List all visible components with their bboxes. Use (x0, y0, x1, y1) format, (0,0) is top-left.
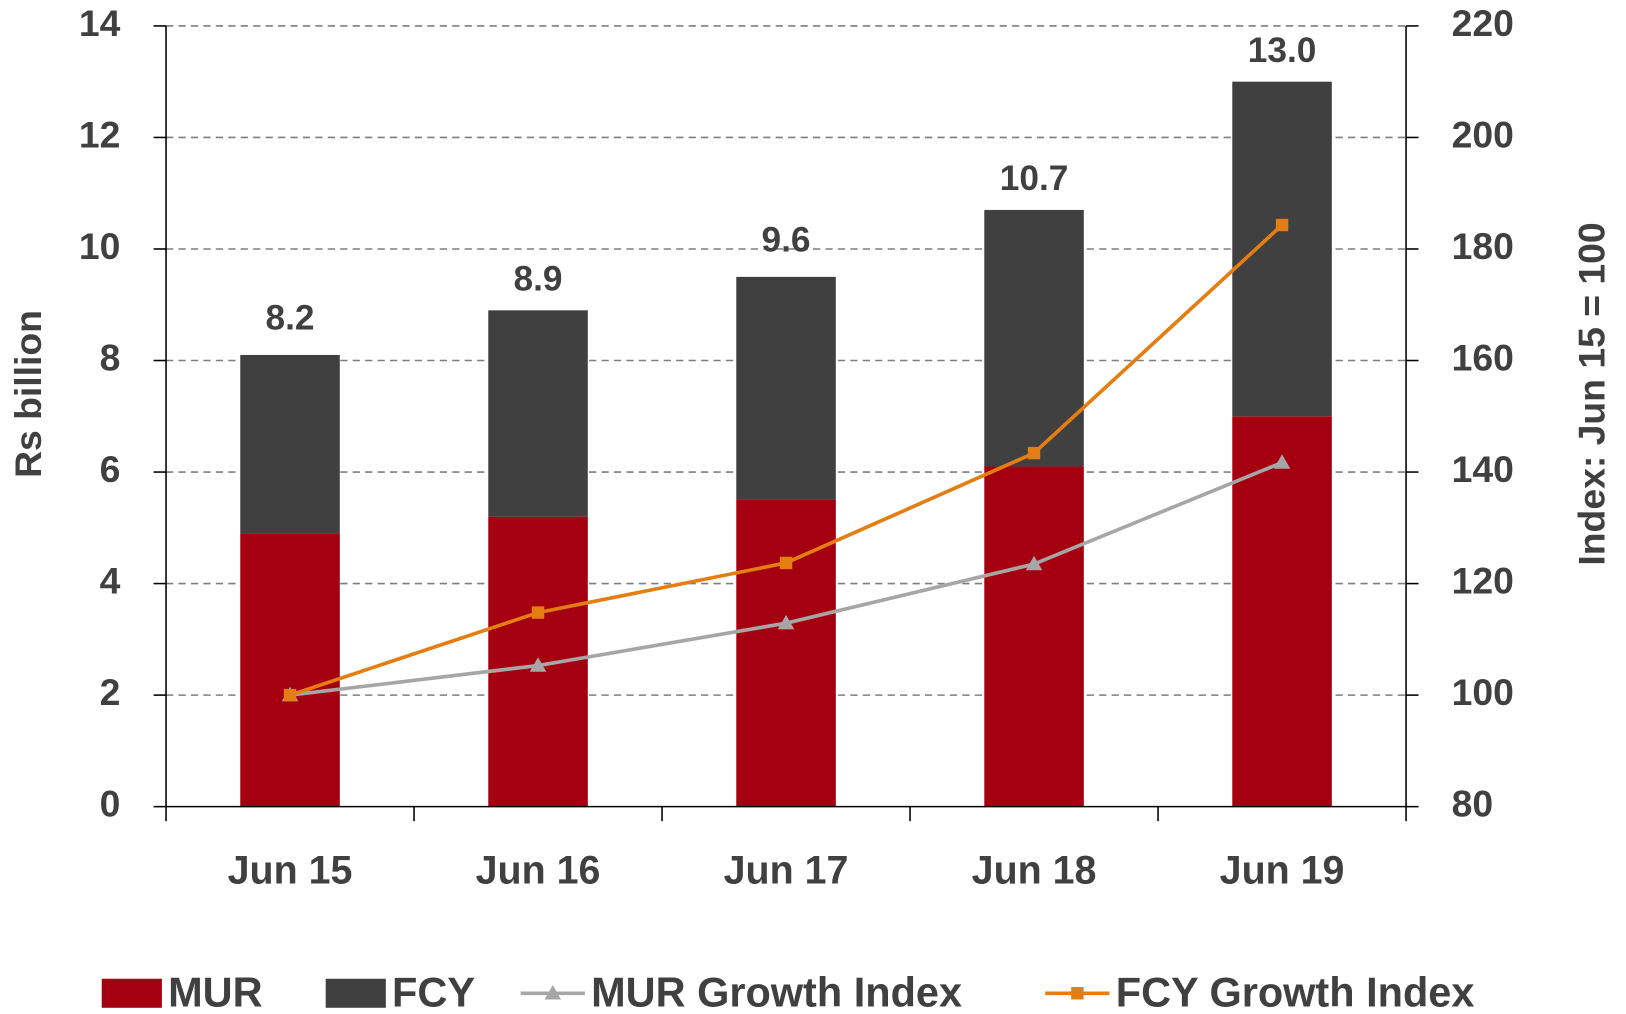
marker (777, 614, 795, 630)
legend-label: FCY Growth Index (1116, 968, 1475, 1014)
legend-label: MUR Growth Index (591, 968, 962, 1014)
y2-tick-label: 160 (1452, 336, 1514, 378)
marker (779, 556, 793, 570)
marker (529, 657, 547, 672)
x-tick-label: Jun 17 (724, 848, 849, 892)
total-label: 10.7 (1000, 159, 1069, 198)
y2-tick-label: 180 (1452, 225, 1514, 267)
y-tick-label: 14 (79, 2, 121, 44)
y2-tick-label: 200 (1452, 113, 1514, 155)
x-tick-label: Jun 16 (476, 848, 601, 892)
y-tick-label: 0 (100, 782, 121, 824)
bar (1232, 81, 1332, 417)
legend-label: MUR (168, 968, 262, 1014)
y2-tick-label: 120 (1452, 559, 1514, 601)
bar (240, 533, 340, 807)
total-label: 8.2 (266, 299, 315, 338)
marker (1273, 454, 1291, 469)
bar (984, 209, 1084, 467)
marker (1275, 218, 1289, 232)
y-tick-label: 10 (79, 225, 121, 267)
x-tick-label: Jun 19 (1220, 848, 1345, 892)
y2-tick-label: 100 (1452, 671, 1514, 713)
bar (240, 354, 340, 534)
legend-swatch (101, 978, 162, 1008)
bar (736, 499, 836, 807)
marker (531, 606, 545, 619)
legend-label: FCY (392, 968, 475, 1014)
y-tick-label: 8 (100, 336, 121, 378)
marker (1025, 555, 1043, 571)
total-label: 8.9 (514, 260, 563, 299)
legend-swatch (325, 978, 386, 1008)
bar (984, 466, 1084, 807)
y-tick-label: 6 (100, 448, 121, 490)
y-tick-label: 12 (79, 113, 121, 155)
marker (1027, 446, 1041, 460)
legend-marker (544, 984, 562, 1000)
y-tick-label: 2 (100, 671, 121, 713)
x-tick-label: Jun 18 (972, 848, 1097, 892)
bar (1232, 416, 1332, 807)
bar (488, 310, 588, 517)
y2-axis-label: Index: Jun 15 = 100 (1571, 222, 1613, 565)
y-tick-label: 4 (100, 559, 121, 601)
bar (736, 276, 836, 500)
x-tick-label: Jun 15 (228, 848, 353, 892)
legend-marker (1071, 987, 1084, 1000)
y2-tick-label: 80 (1452, 782, 1494, 824)
total-label: 13.0 (1248, 31, 1317, 70)
y-axis-label: Rs billion (7, 310, 49, 478)
total-label: 9.6 (762, 221, 811, 260)
marker (283, 688, 297, 702)
y2-tick-label: 140 (1452, 448, 1514, 490)
y2-tick-label: 220 (1452, 2, 1514, 44)
